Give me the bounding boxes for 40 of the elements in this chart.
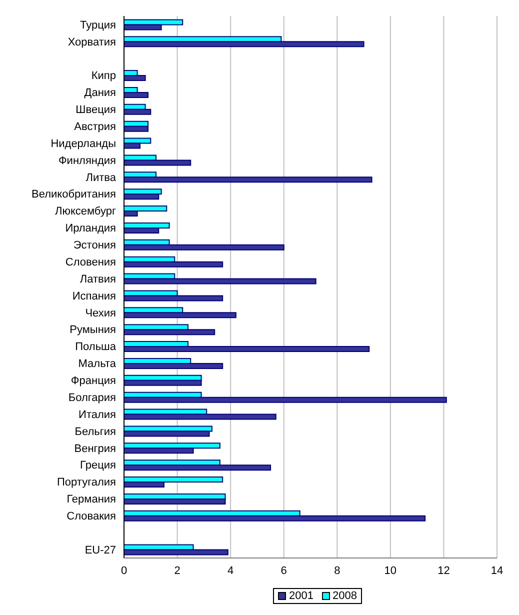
y-tick-label: Румыния: [70, 324, 116, 336]
y-tick-label: Словакия: [66, 510, 116, 523]
y-tick-label: Австрия: [74, 121, 116, 133]
y-tick-label: Италия: [78, 408, 116, 421]
y-tick-label: Португалия: [57, 476, 116, 489]
y-tick-label: Великобритания: [32, 188, 116, 201]
x-tick-label: 6: [280, 564, 287, 577]
x-tick-label: 14: [490, 564, 504, 577]
y-tick-label: Чехия: [85, 307, 116, 320]
y-tick-label: Словения: [65, 256, 116, 268]
y-tick-label: Кипр: [91, 70, 116, 82]
y-tick-label: Франция: [70, 375, 116, 388]
y-tick-label: Ирландия: [65, 222, 116, 235]
x-tick-label: 4: [228, 564, 234, 577]
y-tick-label: Нидерланды: [50, 138, 116, 150]
y-tick-label: Эстония: [73, 240, 116, 252]
y-tick-label: Польша: [75, 341, 117, 354]
y-tick-label: Бельгия: [74, 426, 116, 438]
y-tick-label: Болгария: [68, 392, 116, 404]
legend-label: 2008: [332, 590, 357, 602]
y-tick-label: Турция: [80, 19, 116, 32]
y-tick-label: Латвия: [80, 273, 116, 286]
y-tick-label: Мальта: [78, 358, 117, 370]
y-tick-label: Греция: [80, 460, 116, 472]
y-tick-label: Люксембург: [54, 206, 116, 218]
x-tick-label: 8: [334, 564, 340, 577]
y-tick-label: Швеция: [76, 104, 116, 116]
y-tick-label: Хорватия: [68, 36, 116, 48]
y-tick-label: Дания: [84, 87, 116, 100]
x-tick-label: 0: [120, 564, 128, 577]
x-tick-label: 2: [174, 564, 180, 577]
y-tick-label: EU-27: [84, 544, 116, 556]
x-tick-label: 10: [384, 564, 397, 577]
y-tick-label: Испания: [72, 290, 116, 302]
legend-label: 2001: [288, 590, 314, 602]
y-tick-label: Литва: [86, 172, 117, 184]
y-tick-label: Финляндия: [58, 154, 116, 167]
y-tick-label: Германия: [66, 494, 116, 506]
y-tick-label: Венгрия: [74, 442, 116, 455]
x-tick-label: 12: [438, 564, 450, 577]
